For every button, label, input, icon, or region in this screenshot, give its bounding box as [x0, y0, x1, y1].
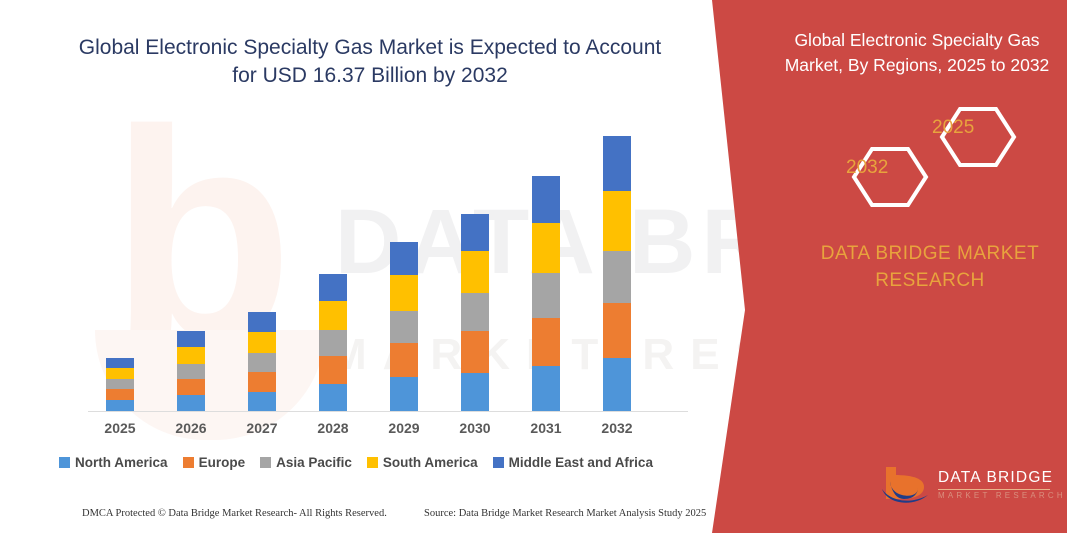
logo-subtitle: MARKET RESEARCH	[938, 491, 1066, 500]
bar-segment-2028-south-america[interactable]	[319, 301, 347, 330]
bar-segment-2029-north-america[interactable]	[390, 377, 418, 411]
page-title: Global Electronic Specialty Gas Market i…	[78, 36, 662, 87]
x-axis-label-2027: 2027	[246, 420, 278, 436]
legend-item-europe[interactable]: Europe	[182, 455, 246, 470]
bar-segment-2026-south-america[interactable]	[177, 347, 205, 364]
bar-segment-2030-asia-pacific[interactable]	[461, 293, 489, 331]
bar-segment-2029-asia-pacific[interactable]	[390, 311, 418, 343]
x-axis-label-2031: 2031	[530, 420, 562, 436]
bar-segment-2031-middle-east-and-africa[interactable]	[532, 176, 560, 223]
bar-segment-2032-north-america[interactable]	[603, 358, 631, 411]
legend-item-south-america[interactable]: South America	[366, 455, 478, 470]
legend-label: Europe	[198, 455, 246, 470]
bar-segment-2027-north-america[interactable]	[248, 392, 276, 411]
x-axis-label-2028: 2028	[317, 420, 349, 436]
legend-label: Asia Pacific	[276, 455, 352, 470]
bar-segment-2032-middle-east-and-africa[interactable]	[603, 136, 631, 191]
bar-segment-2025-asia-pacific[interactable]	[106, 379, 134, 389]
legend-swatch-icon	[182, 457, 194, 468]
bar-segment-2030-south-america[interactable]	[461, 251, 489, 293]
brand-name: DATA BRIDGE MARKET RESEARCH	[820, 243, 1040, 291]
bar-segment-2026-europe[interactable]	[177, 379, 205, 395]
bar-segment-2027-asia-pacific[interactable]	[248, 353, 276, 372]
x-axis-label-2032: 2032	[601, 420, 633, 436]
bar-segment-2025-south-america[interactable]	[106, 368, 134, 379]
bar-segment-2028-north-america[interactable]	[319, 384, 347, 411]
chart-x-axis: 2025 2026 2027 2028 2029 2030 2031 2032	[88, 420, 688, 442]
bar-segment-2031-europe[interactable]	[532, 318, 560, 366]
legend-swatch-icon	[59, 457, 71, 468]
bar-segment-2027-middle-east-and-africa[interactable]	[248, 312, 276, 332]
bar-segment-2030-europe[interactable]	[461, 331, 489, 373]
bar-segment-2027-south-america[interactable]	[248, 332, 276, 353]
bar-segment-2029-europe[interactable]	[390, 343, 418, 377]
chart-legend: North America Europe Asia Pacific South Ame…	[0, 455, 712, 470]
bar-segment-2032-europe[interactable]	[603, 303, 631, 358]
x-axis-label-2030: 2030	[459, 420, 491, 436]
stacked-bar-chart	[88, 110, 688, 412]
bar-2030[interactable]	[461, 214, 489, 411]
hex-label-2032: 2032	[846, 157, 889, 178]
bar-segment-2025-north-america[interactable]	[106, 400, 134, 411]
legend-label: North America	[75, 455, 168, 470]
legend-swatch-icon	[492, 457, 504, 468]
legend-item-asia-pacific[interactable]: Asia Pacific	[260, 455, 352, 470]
legend-item-north-america[interactable]: North America	[59, 455, 168, 470]
bar-2031[interactable]	[532, 176, 560, 411]
logo-divider	[938, 489, 1050, 490]
bar-segment-2026-asia-pacific[interactable]	[177, 364, 205, 379]
legend-item-middle-east-and-africa[interactable]: Middle East and Africa	[492, 455, 653, 470]
x-axis-label-2026: 2026	[175, 420, 207, 436]
bar-segment-2029-south-america[interactable]	[390, 275, 418, 311]
bar-2025[interactable]	[106, 358, 134, 411]
chart-baseline	[88, 411, 688, 412]
hexagon-outline-icon	[851, 107, 1017, 207]
bar-segment-2025-europe[interactable]	[106, 389, 134, 400]
hexagon-badges: 2032 2025	[820, 95, 1020, 215]
bar-segment-2025-middle-east-and-africa[interactable]	[106, 358, 134, 368]
bar-segment-2030-north-america[interactable]	[461, 373, 489, 411]
hex-label-2025: 2025	[932, 117, 975, 138]
bar-segment-2032-south-america[interactable]	[603, 191, 631, 251]
bar-segment-2032-asia-pacific[interactable]	[603, 251, 631, 303]
data-bridge-logo[interactable]: DATA BRIDGE MARKET RESEARCH	[880, 465, 1063, 510]
x-axis-label-2025: 2025	[104, 420, 136, 436]
bar-2026[interactable]	[177, 331, 205, 411]
right-panel-title: Global Electronic Specialty Gas Market, …	[784, 30, 1050, 75]
legend-label: Middle East and Africa	[508, 455, 653, 470]
bar-segment-2028-asia-pacific[interactable]	[319, 330, 347, 356]
logo-title: DATA BRIDGE	[938, 469, 1054, 486]
bar-segment-2029-middle-east-and-africa[interactable]	[390, 242, 418, 275]
bar-segment-2028-europe[interactable]	[319, 356, 347, 384]
bar-segment-2026-north-america[interactable]	[177, 395, 205, 411]
bar-segment-2031-asia-pacific[interactable]	[532, 273, 560, 318]
bar-segment-2031-north-america[interactable]	[532, 366, 560, 411]
bar-segment-2026-middle-east-and-africa[interactable]	[177, 331, 205, 347]
footer: DMCA Protected © Data Bridge Market Rese…	[0, 508, 712, 528]
logo-b-icon	[882, 467, 928, 503]
bar-2032[interactable]	[603, 136, 631, 411]
bar-segment-2031-south-america[interactable]	[532, 223, 560, 273]
bar-2028[interactable]	[319, 274, 347, 411]
bar-segment-2028-middle-east-and-africa[interactable]	[319, 274, 347, 301]
bar-segment-2027-europe[interactable]	[248, 372, 276, 392]
bar-2029[interactable]	[390, 242, 418, 411]
footer-source: Source: Data Bridge Market Research Mark…	[424, 508, 707, 519]
x-axis-label-2029: 2029	[388, 420, 420, 436]
footer-copyright: DMCA Protected © Data Bridge Market Rese…	[82, 508, 387, 519]
bar-segment-2030-middle-east-and-africa[interactable]	[461, 214, 489, 251]
bar-2027[interactable]	[248, 312, 276, 411]
legend-label: South America	[382, 455, 478, 470]
legend-swatch-icon	[260, 457, 272, 468]
legend-swatch-icon	[366, 457, 378, 468]
